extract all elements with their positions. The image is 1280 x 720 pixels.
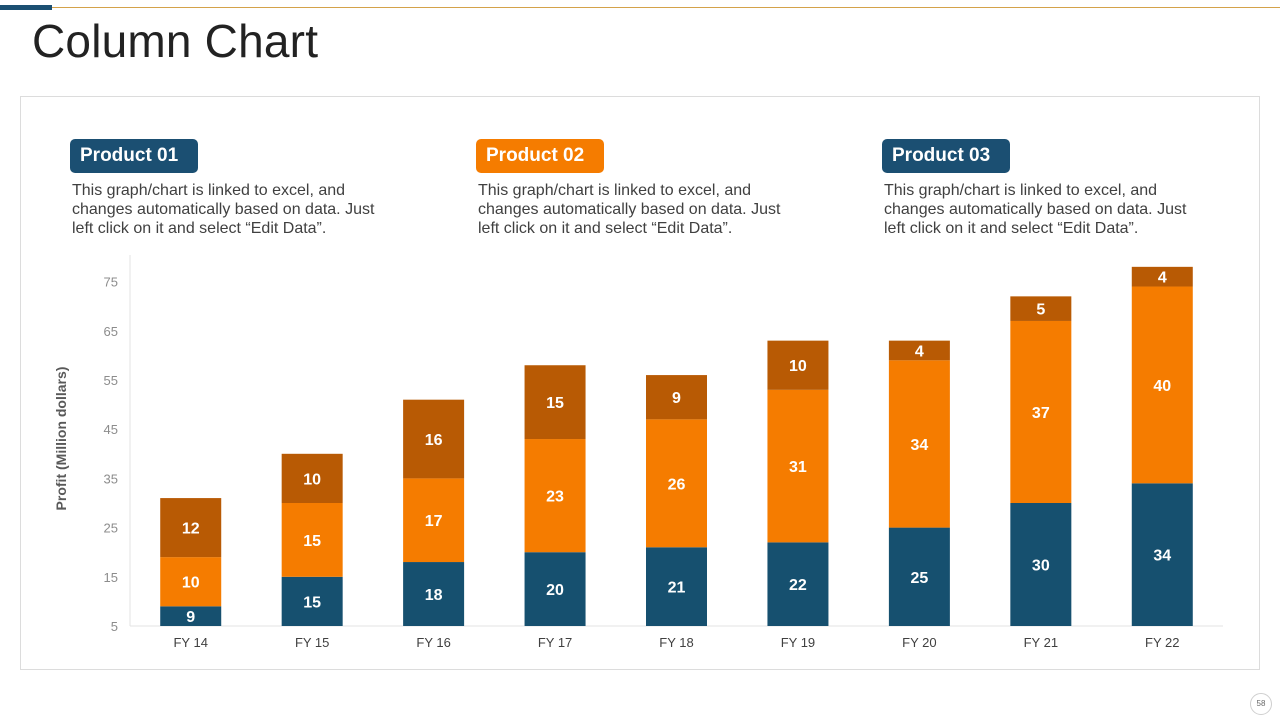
x-tick-label: FY 20 — [902, 635, 936, 650]
bar-product-03-fy-14 — [160, 498, 222, 558]
data-label: 34 — [910, 437, 928, 454]
bar-product-03-fy-18 — [646, 375, 707, 420]
data-label: 10 — [789, 358, 807, 375]
data-label: 40 — [1153, 378, 1171, 395]
data-label: 4 — [915, 343, 924, 360]
y-tick-label: 55 — [104, 373, 118, 388]
bar-product-01-fy-20 — [888, 527, 950, 626]
data-label: 9 — [672, 390, 681, 407]
data-label: 5 — [1036, 302, 1045, 319]
top-accent-bar — [0, 5, 52, 10]
bar-product-02-fy-14 — [160, 557, 222, 607]
product-03-tag: Product 03 — [882, 139, 1010, 173]
bar-product-03-fy-22 — [1131, 266, 1193, 287]
bar-product-01-fy-21 — [1010, 503, 1072, 626]
page-title: Column Chart — [32, 15, 319, 67]
data-label: 37 — [1032, 405, 1050, 422]
bar-product-02-fy-18 — [646, 419, 707, 548]
bar-product-03-fy-15 — [281, 453, 343, 503]
data-label: 20 — [546, 582, 564, 599]
bar-product-01-fy-16 — [403, 562, 465, 626]
bar-product-01-fy-19 — [767, 542, 829, 626]
top-divider-line — [52, 7, 1280, 8]
bar-product-02-fy-22 — [1131, 286, 1193, 484]
x-tick-label: FY 14 — [173, 635, 207, 650]
bar-product-03-fy-20 — [888, 340, 950, 361]
data-label: 10 — [182, 575, 200, 592]
y-tick-label: 65 — [104, 324, 118, 339]
product-02-legend: Product 02 This graph/chart is linked to… — [476, 139, 796, 238]
y-tick-label: 15 — [104, 570, 118, 585]
x-tick-label: FY 22 — [1145, 635, 1179, 650]
bar-product-03-fy-21 — [1010, 296, 1072, 321]
data-label: 15 — [303, 594, 321, 611]
data-label: 4 — [1158, 270, 1167, 287]
bar-product-02-fy-15 — [281, 503, 343, 577]
bar-product-02-fy-21 — [1010, 320, 1072, 503]
product-03-description: This graph/chart is linked to excel, and… — [884, 182, 1187, 237]
y-tick-label: 45 — [104, 422, 118, 437]
data-label: 23 — [546, 489, 564, 506]
x-tick-label: FY 16 — [416, 635, 450, 650]
bar-product-02-fy-17 — [524, 439, 586, 553]
data-label: 22 — [789, 577, 807, 594]
x-tick-label: FY 18 — [659, 635, 693, 650]
data-label: 30 — [1032, 558, 1050, 575]
product-02-description: This graph/chart is linked to excel, and… — [478, 182, 781, 237]
bar-product-02-fy-20 — [888, 360, 950, 528]
data-label: 10 — [303, 471, 321, 488]
data-label: 16 — [425, 432, 443, 449]
product-01-legend: Product 01 This graph/chart is linked to… — [70, 139, 390, 238]
product-02-tag: Product 02 — [476, 139, 604, 173]
data-label: 21 — [668, 580, 686, 597]
data-label: 15 — [546, 395, 564, 412]
product-01-description: This graph/chart is linked to excel, and… — [72, 182, 375, 237]
chart-panel: Product 01 This graph/chart is linked to… — [20, 96, 1260, 670]
x-tick-label: FY 15 — [295, 635, 329, 650]
bar-product-01-fy-17 — [524, 552, 586, 626]
y-axis-title: Profit (Million dollars) — [53, 367, 69, 511]
data-label: 9 — [186, 609, 195, 626]
bar-product-03-fy-16 — [403, 399, 465, 479]
bar-product-01-fy-14 — [160, 606, 222, 626]
bar-product-02-fy-19 — [767, 389, 829, 543]
y-tick-label: 35 — [104, 471, 118, 486]
bar-product-01-fy-22 — [1131, 483, 1193, 626]
data-label: 34 — [1153, 548, 1171, 565]
page-number: 58 — [1250, 693, 1272, 715]
bar-product-03-fy-17 — [524, 365, 586, 440]
bar-product-01-fy-15 — [281, 576, 343, 626]
x-tick-label: FY 19 — [781, 635, 815, 650]
bar-product-03-fy-19 — [767, 340, 829, 390]
data-label: 31 — [789, 459, 807, 476]
y-tick-label: 75 — [104, 275, 118, 290]
x-tick-label: FY 17 — [538, 635, 572, 650]
product-03-legend: Product 03 This graph/chart is linked to… — [882, 139, 1202, 238]
data-label: 26 — [668, 476, 686, 493]
y-tick-label: 5 — [111, 619, 118, 634]
bar-product-02-fy-16 — [403, 478, 465, 563]
bar-product-01-fy-18 — [646, 547, 707, 626]
data-label: 15 — [303, 533, 321, 550]
data-label: 12 — [182, 521, 200, 538]
data-label: 25 — [910, 570, 928, 587]
y-tick-label: 25 — [104, 521, 118, 536]
data-label: 18 — [425, 587, 443, 604]
x-tick-label: FY 21 — [1024, 635, 1058, 650]
data-label: 17 — [425, 513, 443, 530]
product-01-tag: Product 01 — [70, 139, 198, 173]
